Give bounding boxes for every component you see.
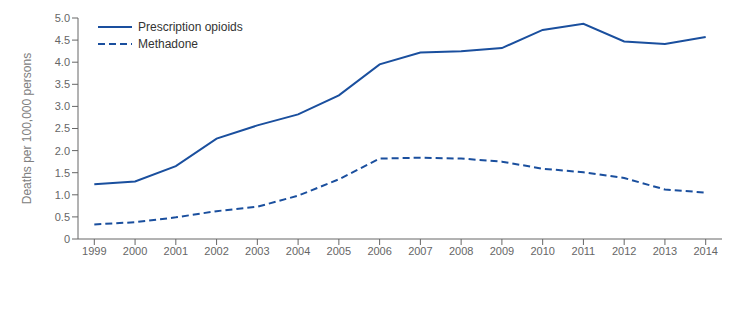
svg-text:0: 0 (64, 233, 70, 245)
svg-text:2000: 2000 (123, 245, 147, 257)
svg-text:3.0: 3.0 (55, 100, 70, 112)
svg-text:1.5: 1.5 (55, 167, 70, 179)
svg-text:0.5: 0.5 (55, 211, 70, 223)
svg-text:2005: 2005 (327, 245, 351, 257)
html-text:Prescription opioids: Prescription opioids (138, 20, 243, 34)
svg-text:Deaths per 100,000 persons: Deaths per 100,000 persons (20, 53, 34, 204)
svg-text:2013: 2013 (653, 245, 677, 257)
svg-text:3.5: 3.5 (55, 78, 70, 90)
svg-text:2004: 2004 (286, 245, 310, 257)
svg-text:2006: 2006 (367, 245, 391, 257)
svg-text:2009: 2009 (490, 245, 514, 257)
svg-text:2.5: 2.5 (55, 122, 70, 134)
svg-text:4.5: 4.5 (55, 34, 70, 46)
svg-text:1999: 1999 (82, 245, 106, 257)
svg-text:2003: 2003 (245, 245, 269, 257)
svg-text:2001: 2001 (164, 245, 188, 257)
html-text:Methadone: Methadone (138, 37, 198, 51)
svg-text:2012: 2012 (612, 245, 636, 257)
svg-text:2011: 2011 (572, 245, 596, 257)
svg-text:2.0: 2.0 (55, 145, 70, 157)
svg-text:2007: 2007 (408, 245, 432, 257)
svg-text:2010: 2010 (530, 245, 554, 257)
svg-text:1.0: 1.0 (55, 189, 70, 201)
svg-text:4.0: 4.0 (55, 56, 70, 68)
svg-text:2014: 2014 (693, 245, 717, 257)
svg-text:2008: 2008 (449, 245, 473, 257)
svg-text:2002: 2002 (204, 245, 228, 257)
svg-text:5.0: 5.0 (55, 12, 70, 24)
